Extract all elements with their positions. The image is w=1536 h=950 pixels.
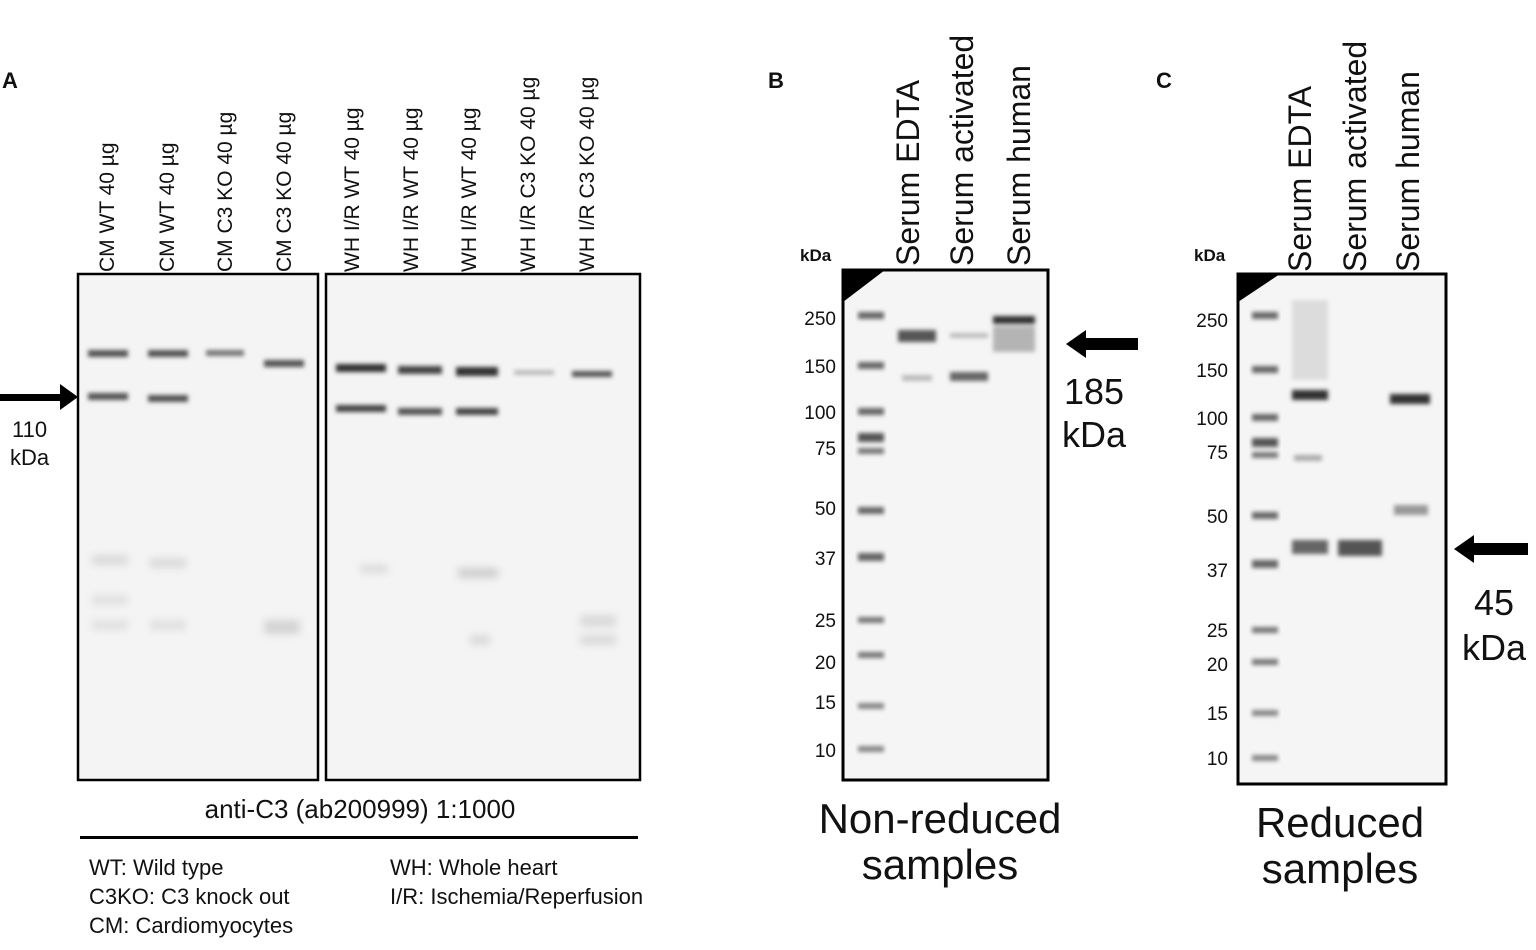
caption-c-line2: samples xyxy=(1261,845,1419,893)
legend-c3ko: C3KO: C3 knock out xyxy=(89,884,290,910)
ladder-b-150: 150 xyxy=(804,357,836,378)
legend-col-2: WH: Whole heart I/R: Ischemia/Reperfusio… xyxy=(390,853,643,911)
ladder-c-250: 250 xyxy=(1196,311,1228,332)
legend-wt: WT: Wild type xyxy=(89,855,224,880)
lane-label-c-2: Serum activated xyxy=(1337,40,1373,272)
panel-a-letter: A xyxy=(2,68,18,93)
ladder-c-10: 10 xyxy=(1206,749,1228,770)
blot-b-corner xyxy=(843,270,885,302)
lane-label-a-2: CM WT 40 µg xyxy=(156,142,179,272)
marker-45-unit: kDa xyxy=(1462,627,1527,668)
blot-c-ladder xyxy=(1252,312,1278,761)
ladder-c-100: 100 xyxy=(1196,409,1228,430)
caption-c-line1: Reduced xyxy=(1255,799,1425,846)
lane-label-a-3: CM C3 KO 40 µg xyxy=(214,111,237,272)
lane-label-b-1: Serum EDTA xyxy=(890,79,926,266)
ladder-c-150: 150 xyxy=(1196,361,1228,382)
ladder-c-50: 50 xyxy=(1206,507,1228,528)
ladder-b-37: 37 xyxy=(814,549,836,570)
ladder-b-75: 75 xyxy=(814,439,836,460)
lane-label-c-3: Serum human xyxy=(1390,71,1426,272)
marker-45-label: 45 kDa xyxy=(1462,580,1526,670)
ladder-c-15: 15 xyxy=(1206,704,1228,725)
ladder-c-25: 25 xyxy=(1206,621,1228,642)
blot-a-right xyxy=(324,272,642,782)
legend-wh: WH: Whole heart xyxy=(390,855,558,880)
marker-45-value: 45 xyxy=(1473,582,1515,623)
caption-b-line1: Non-reduced xyxy=(818,795,1062,842)
blot-c-bands xyxy=(1292,300,1430,556)
blot-c xyxy=(1236,272,1448,786)
lane-label-a-1: CM WT 40 µg xyxy=(96,142,119,272)
caption-b: Non-reduced samples xyxy=(790,795,1090,889)
lane-label-a-9: WH I/R C3 KO 40 µg xyxy=(576,76,599,272)
ladder-c-75: 75 xyxy=(1206,443,1228,464)
lane-label-b-2: Serum activated xyxy=(944,34,980,266)
blot-b xyxy=(841,268,1050,782)
ladder-c-37: 37 xyxy=(1206,561,1228,582)
lane-label-b-3: Serum human xyxy=(1001,65,1037,266)
ladder-b-100: 100 xyxy=(804,403,836,424)
blot-a-left xyxy=(76,272,320,782)
lane-label-a-6: WH I/R WT 40 µg xyxy=(400,107,423,272)
ladder-b-250: 250 xyxy=(804,309,836,330)
marker-110-label: 110 kDa xyxy=(10,416,49,471)
caption-b-line2: samples xyxy=(861,841,1019,889)
blot-b-bands xyxy=(898,316,1035,381)
marker-110-unit: kDa xyxy=(10,444,50,470)
ladder-b-25: 25 xyxy=(814,611,836,632)
arrow-185-icon xyxy=(1066,330,1138,358)
blot-b-ladder xyxy=(858,312,884,752)
arrow-110-icon xyxy=(0,384,78,410)
ladder-b-10: 10 xyxy=(814,741,836,762)
ladder-c-20: 20 xyxy=(1206,655,1228,676)
antibody-caption: anti-C3 (ab200999) 1:1000 xyxy=(204,794,516,824)
lane-label-a-8: WH I/R C3 KO 40 µg xyxy=(517,76,540,272)
caption-c: Reduced samples xyxy=(1200,799,1480,893)
lane-label-a-7: WH I/R WT 40 µg xyxy=(458,107,481,272)
ladder-b-20: 20 xyxy=(814,653,836,674)
marker-185-value: 185 xyxy=(1063,371,1125,412)
legend-rule xyxy=(80,836,638,839)
legend-col-1: WT: Wild type C3KO: C3 knock out CM: Car… xyxy=(89,853,293,940)
arrow-45-icon xyxy=(1454,535,1528,563)
legend-ir: I/R: Ischemia/Reperfusion xyxy=(390,884,644,910)
marker-185-unit: kDa xyxy=(1062,414,1127,456)
marker-110-value: 110 xyxy=(12,417,48,442)
lane-label-a-4: CM C3 KO 40 µg xyxy=(273,111,296,272)
blot-a-bands xyxy=(88,350,612,415)
panel-b-letter: B xyxy=(768,68,784,93)
blot-c-corner xyxy=(1238,274,1280,302)
panel-c-letter: C xyxy=(1156,68,1172,93)
marker-185-label: 185 kDa xyxy=(1062,370,1126,456)
blot-a-smears xyxy=(92,555,616,645)
kda-header-c: kDa xyxy=(1194,246,1226,265)
kda-header-b: kDa xyxy=(800,246,832,265)
lane-label-a-5: WH I/R WT 40 µg xyxy=(341,107,364,272)
lane-label-c-1: Serum EDTA xyxy=(1282,85,1318,272)
ladder-b-50: 50 xyxy=(814,499,836,520)
legend-cm: CM: Cardiomyocytes xyxy=(89,913,294,939)
ladder-b-15: 15 xyxy=(814,693,836,714)
